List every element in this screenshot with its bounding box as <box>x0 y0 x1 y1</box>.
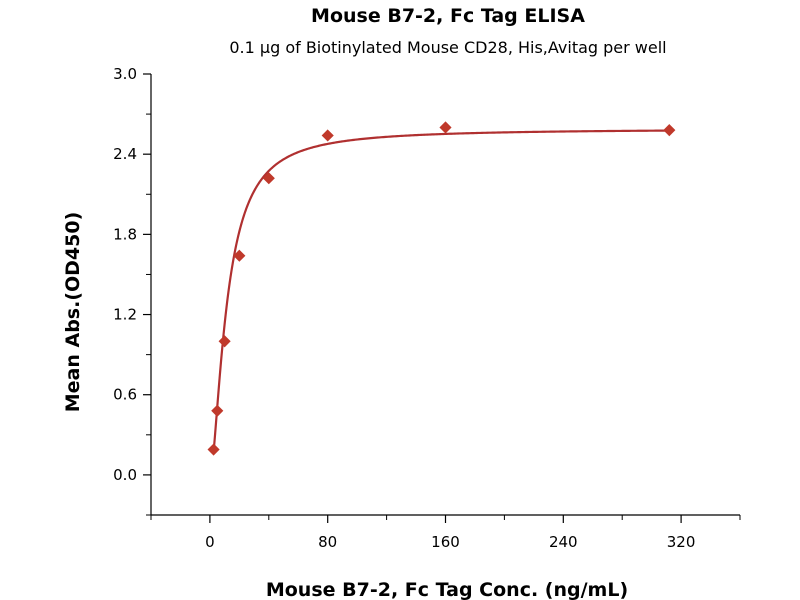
y-tick-label: 0.0 <box>113 466 137 484</box>
y-tick-label: 3.0 <box>113 65 137 83</box>
data-point <box>439 121 452 134</box>
axes <box>150 74 740 516</box>
y-tick-label: 1.2 <box>113 306 137 324</box>
y-axis-title: Mean Abs.(OD450) <box>62 212 84 413</box>
data-points-layer <box>207 121 676 456</box>
data-point <box>321 129 334 142</box>
x-tick-label: 80 <box>318 533 337 551</box>
data-point <box>218 335 231 348</box>
x-tick-label: 240 <box>549 533 578 551</box>
chart-subtitle: 0.1 μg of Biotinylated Mouse CD28, His,A… <box>229 38 666 57</box>
tick-marks <box>143 73 741 523</box>
tick-labels: 0.0 0.6 1.2 1.8 2.4 3.0 0 80 160 240 320 <box>113 65 695 551</box>
data-point <box>211 404 224 417</box>
x-tick-label: 320 <box>667 533 696 551</box>
data-point <box>663 124 676 137</box>
x-tick-label: 160 <box>431 533 460 551</box>
data-point <box>233 249 246 262</box>
fit-curve-layer <box>212 129 670 453</box>
x-tick-label: 0 <box>205 533 215 551</box>
data-point <box>207 443 220 456</box>
data-point <box>262 172 275 185</box>
y-tick-label: 2.4 <box>113 145 137 163</box>
x-axis-title: Mouse B7-2, Fc Tag Conc. (ng/mL) <box>266 579 628 600</box>
chart-title: Mouse B7-2, Fc Tag ELISA <box>311 5 585 27</box>
y-tick-label: 1.8 <box>113 225 137 243</box>
fit-curve <box>212 129 670 453</box>
y-tick-label: 0.6 <box>113 386 137 404</box>
